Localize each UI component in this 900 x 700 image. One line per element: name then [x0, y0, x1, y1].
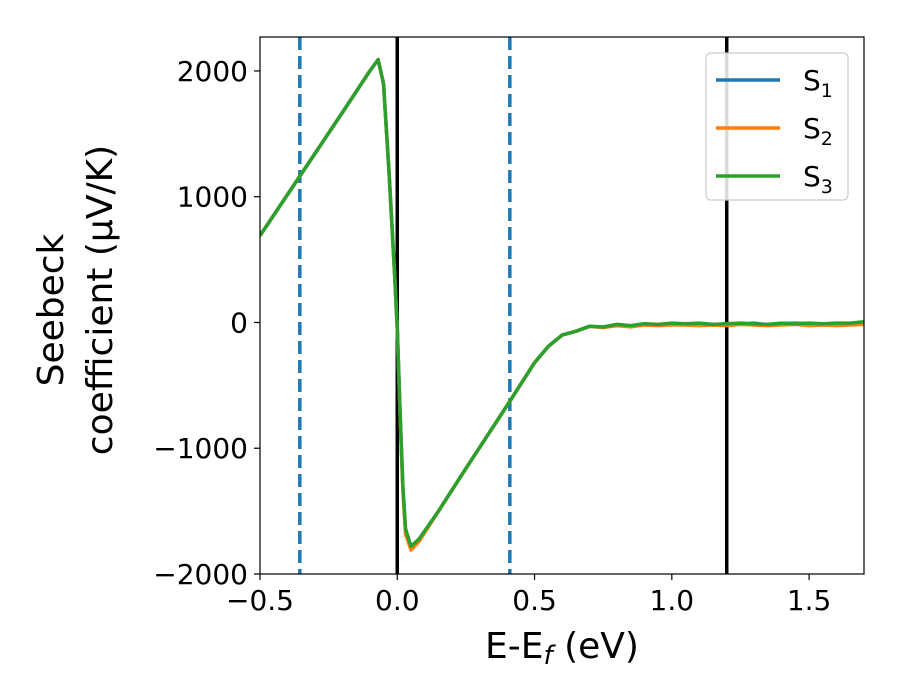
legend-label-3: S3 [803, 160, 833, 198]
x-tick-label: −0.5 [226, 584, 294, 617]
y-axis-label-line2: coefficient (μV/K) [80, 145, 121, 455]
legend-items: S1 S2 S3 [716, 64, 833, 198]
y-axis-label-line1: Seebeck [31, 233, 72, 386]
series-lines [260, 57, 864, 552]
x-tick-label: 0.5 [512, 584, 557, 617]
legend: S1 S2 S3 [705, 52, 849, 201]
y-tick-label: −2000 [153, 558, 248, 591]
x-axis-label-main: E-E [485, 626, 543, 667]
vertical-reference-lines [298, 37, 729, 574]
x-axis-label-suffix: (eV) [553, 626, 639, 667]
x-axis-label: E-Ef (eV) [485, 626, 639, 671]
legend-label-1: S1 [803, 64, 833, 102]
x-axis-ticks: −0.5 0.0 0.5 1.0 1.5 [226, 574, 831, 617]
y-tick-label: −1000 [153, 432, 248, 465]
y-tick-label: 2000 [177, 55, 248, 88]
x-tick-label: 0.0 [375, 584, 420, 617]
series-line-3 [260, 57, 864, 549]
plot-frame [259, 36, 865, 575]
x-tick-label: 1.5 [787, 584, 832, 617]
y-tick-label: 0 [230, 306, 248, 339]
legend-label-2: S2 [803, 112, 833, 150]
y-axis-ticks: −2000 −1000 0 1000 2000 [153, 55, 260, 591]
x-tick-label: 1.0 [650, 584, 695, 617]
y-tick-label: 1000 [177, 181, 248, 214]
